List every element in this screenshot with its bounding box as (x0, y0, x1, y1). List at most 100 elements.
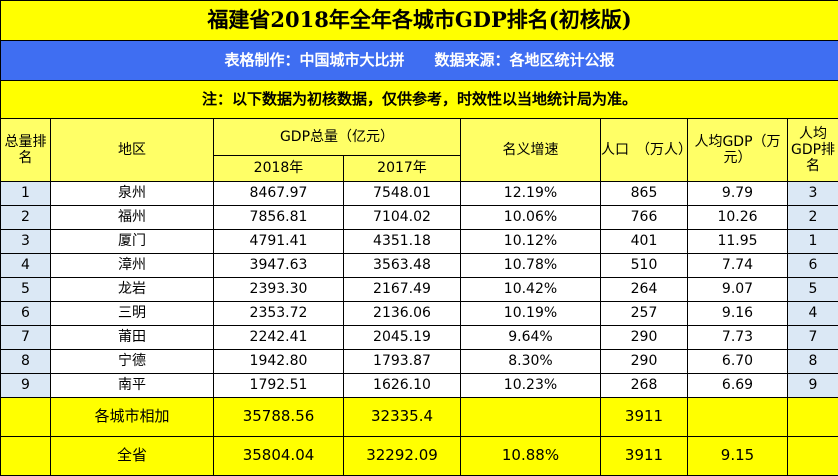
table-cell: 9.07 (688, 278, 788, 302)
header-cell: 名义增速 (461, 119, 601, 182)
table-cell: 三明 (51, 302, 214, 326)
table-cell: 漳州 (51, 254, 214, 278)
table-cell (788, 437, 838, 476)
table-cell: 泉州 (51, 182, 214, 206)
table-cell: 9.15 (688, 437, 788, 476)
table-cell: 1792.51 (214, 374, 344, 398)
table-cell: 4351.18 (344, 230, 461, 254)
table-cell: 6.69 (688, 374, 788, 398)
table-cell: 10.12% (461, 230, 601, 254)
table-cell: 1 (788, 230, 838, 254)
table-cell: 2136.06 (344, 302, 461, 326)
table-cell: 7.73 (688, 326, 788, 350)
table-cell: 3563.48 (344, 254, 461, 278)
table-cell: 7104.02 (344, 206, 461, 230)
table-cell: 莆田 (51, 326, 214, 350)
table-cell: 9.16 (688, 302, 788, 326)
table-cell: 6 (788, 254, 838, 278)
table-cell: 7 (788, 326, 838, 350)
table-cell: 9 (788, 374, 838, 398)
table-cell: 35804.04 (214, 437, 344, 476)
header-cell: 地区 (51, 119, 214, 182)
header-cell: GDP总量（亿元） (214, 119, 461, 156)
table-cell: 3 (788, 182, 838, 206)
header-cell: 2018年 (214, 156, 344, 182)
table-cell: 3911 (601, 437, 688, 476)
table-cell: 2 (1, 206, 51, 230)
table-cell (788, 398, 838, 437)
table-cell: 2242.41 (214, 326, 344, 350)
header-cell: 2017年 (344, 156, 461, 182)
table-cell: 290 (601, 350, 688, 374)
table-cell: 8 (788, 350, 838, 374)
table-cell: 9.64% (461, 326, 601, 350)
table-cell: 257 (601, 302, 688, 326)
table-cell: 11.95 (688, 230, 788, 254)
table-cell: 7 (1, 326, 51, 350)
table-cell: 35788.56 (214, 398, 344, 437)
table-cell: 2167.49 (344, 278, 461, 302)
table-cell: 8 (1, 350, 51, 374)
table-cell: 5 (788, 278, 838, 302)
table-cell: 10.42% (461, 278, 601, 302)
table-cell: 4791.41 (214, 230, 344, 254)
table-cell: 10.26 (688, 206, 788, 230)
table-cell: 宁德 (51, 350, 214, 374)
table-cell: 10.19% (461, 302, 601, 326)
table-cell: 12.19% (461, 182, 601, 206)
table-cell: 268 (601, 374, 688, 398)
header-cell: 总量排名 (1, 119, 51, 182)
table-cell: 1942.80 (214, 350, 344, 374)
table-cell: 各城市相加 (51, 398, 214, 437)
table-cell: 10.23% (461, 374, 601, 398)
title: 福建省2018年全年各城市GDP排名(初核版) (1, 1, 838, 41)
table-cell: 766 (601, 206, 688, 230)
table-cell: 10.78% (461, 254, 601, 278)
table-cell: 2045.19 (344, 326, 461, 350)
table-cell: 264 (601, 278, 688, 302)
table-cell: 5 (1, 278, 51, 302)
table-cell: 510 (601, 254, 688, 278)
header-cell: 人均GDP排名 (788, 119, 838, 182)
table-cell: 4 (1, 254, 51, 278)
table-cell: 4 (788, 302, 838, 326)
table-cell (1, 437, 51, 476)
table-cell: 8.30% (461, 350, 601, 374)
table-cell: 福州 (51, 206, 214, 230)
table-cell: 8467.97 (214, 182, 344, 206)
table-cell: 10.88% (461, 437, 601, 476)
table-cell: 2353.72 (214, 302, 344, 326)
table-cell: 7856.81 (214, 206, 344, 230)
table-cell: 1626.10 (344, 374, 461, 398)
table-cell: 厦门 (51, 230, 214, 254)
table-cell: 32292.09 (344, 437, 461, 476)
table-cell: 9 (1, 374, 51, 398)
table-cell: 3947.63 (214, 254, 344, 278)
table-cell: 6.70 (688, 350, 788, 374)
table-cell (461, 398, 601, 437)
table-cell: 7548.01 (344, 182, 461, 206)
table-cell: 3911 (601, 398, 688, 437)
header-cell: 人口 （万人） (601, 119, 688, 182)
table-cell: 3 (1, 230, 51, 254)
table-cell: 7.74 (688, 254, 788, 278)
table-cell: 全省 (51, 437, 214, 476)
table-cell: 2393.30 (214, 278, 344, 302)
credit: 表格制作：中国城市大比拼 数据来源：各地区统计公报 (1, 41, 838, 81)
table-cell: 865 (601, 182, 688, 206)
table-cell: 1793.87 (344, 350, 461, 374)
table-cell (1, 398, 51, 437)
table-cell: 2 (788, 206, 838, 230)
table-cell: 401 (601, 230, 688, 254)
table-cell (688, 398, 788, 437)
table-cell: 290 (601, 326, 688, 350)
table-cell: 南平 (51, 374, 214, 398)
